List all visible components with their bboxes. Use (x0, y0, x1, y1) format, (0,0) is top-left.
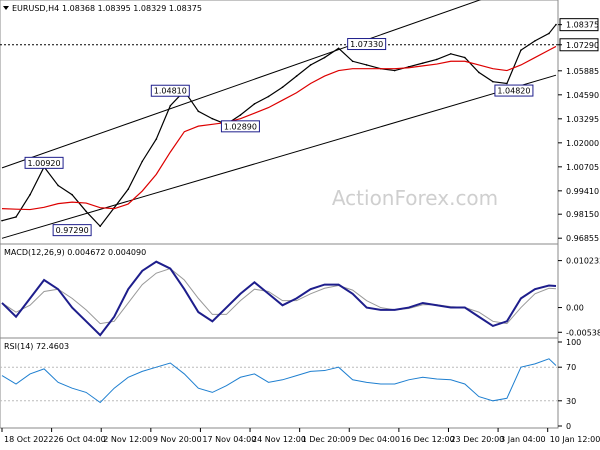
level-box (494, 84, 534, 97)
price-point (309, 64, 312, 66)
rsi-tick-label: 100 (566, 338, 581, 347)
price-point (15, 216, 17, 218)
price-point (239, 114, 242, 116)
level-box (347, 38, 387, 51)
ma-line (1, 45, 557, 211)
price-point (450, 53, 452, 55)
level-box (52, 224, 92, 237)
price-point (295, 75, 298, 77)
price-point (155, 138, 158, 140)
price-point (1, 219, 3, 222)
price-point (478, 71, 480, 74)
price-tick-label: 1.05885 (566, 67, 599, 76)
price-point (492, 80, 494, 83)
rsi-axis: 100 70 30 0 (558, 338, 581, 431)
macd-tick-label: 0.010232 (566, 257, 600, 266)
price-point (57, 184, 59, 187)
macd-series (1, 260, 557, 337)
price-tick-label: 1.08375 (566, 21, 599, 30)
price-point (127, 188, 130, 190)
rsi-series (0, 358, 558, 404)
price-point (71, 193, 73, 196)
price-point (323, 56, 326, 59)
watermark: ActionForex.com (332, 186, 498, 210)
price-point (211, 117, 214, 120)
time-tick-label: 10 Jan 12:00 (550, 435, 600, 444)
price-tick-label: 1.00705 (566, 163, 599, 172)
time-tick-label: 1 Dec 20:00 (302, 435, 351, 444)
rsi-tick-label: 70 (566, 363, 576, 372)
level-label: 1.04810 (154, 87, 187, 96)
price-point (555, 23, 557, 26)
time-tick-label: 26 Oct 04:00 (54, 435, 106, 444)
level-label: 1.02890 (224, 122, 257, 131)
collapse-triangle-icon[interactable] (3, 6, 9, 10)
price-tick-label: 1.03295 (566, 115, 599, 124)
macd-panel (0, 243, 559, 339)
time-tick-label: 24 Nov 12:00 (252, 435, 306, 444)
rsi-panel (0, 337, 559, 429)
channel-lower-line (1, 74, 557, 239)
price-tick-label: 1.04590 (566, 91, 599, 100)
price-point (464, 56, 466, 59)
price-point (421, 62, 424, 64)
price-point (169, 104, 172, 107)
macd-tick-label: -0.005389 (566, 328, 600, 337)
price-point (281, 86, 284, 89)
price-tick-label: 0.96855 (566, 234, 599, 243)
time-tick-label: 3 Jan 04:00 (500, 435, 546, 444)
level-box (220, 120, 260, 133)
price-point (85, 210, 87, 213)
price-point (197, 110, 200, 113)
ohlc-label: 1.08368 1.08395 1.08329 1.08375 (62, 4, 202, 13)
macd-title: MACD(12,26,9) 0.004672 0.004090 (4, 248, 146, 257)
level-box (24, 156, 64, 169)
level-box (150, 84, 190, 97)
price-point (99, 225, 101, 228)
time-tick-label: 9 Nov 20:00 (153, 435, 202, 444)
rsi-line (1, 358, 557, 404)
level-label: 1.00920 (28, 159, 61, 168)
price-point (534, 40, 536, 42)
rsi-tick-label: 0 (566, 422, 571, 431)
price-point (351, 60, 354, 63)
price-point (435, 58, 438, 61)
time-tick-label: 16 Dec 12:00 (401, 435, 455, 444)
price-point (548, 32, 550, 35)
level-label: 1.04820 (497, 87, 530, 96)
level-label: 0.97290 (56, 226, 89, 235)
macd-tick-label: 0.00 (566, 304, 584, 313)
time-tick-label: 18 Oct 2022 (4, 435, 53, 444)
price-point (393, 69, 396, 72)
price-axis: 1.08375 1.07290 1.05885 1.04590 1.03295 1.020… (558, 18, 599, 243)
price-point (141, 160, 144, 163)
moving-average-series (1, 45, 557, 211)
price-point (267, 95, 270, 98)
level-label: 1.07330 (350, 40, 383, 49)
price-point (253, 103, 256, 105)
macd-axis: 0.010232 0.00 -0.005389 (558, 257, 600, 337)
price-tick-label: 1.07290 (566, 41, 599, 50)
price-tick-label: 0.98150 (566, 210, 599, 219)
price-point (365, 64, 368, 66)
level-labels: 1.00920 0.97290 1.04810 1.02890 1.07330 1.048… (24, 38, 534, 237)
price-tick-label: 0.99410 (566, 187, 599, 196)
macd-signal-line (1, 267, 557, 325)
price-point (29, 193, 31, 196)
price-point (520, 49, 522, 51)
time-tick-label: 9 Dec 04:00 (351, 435, 400, 444)
time-tick-label: 2 Nov 12:00 (103, 435, 152, 444)
price-point (337, 47, 340, 50)
rsi-tick-label: 30 (566, 397, 576, 406)
price-point (506, 82, 508, 85)
macd-line (1, 260, 557, 337)
time-axis: 18 Oct 2022 26 Oct 04:002 Nov 12:00 9 Nov … (1, 428, 600, 444)
symbol-label: EURUSD,H4 (12, 4, 59, 13)
price-tick-label: 1.02000 (566, 139, 599, 148)
time-tick-label: 23 Dec 20:00 (450, 435, 504, 444)
time-tick-label: 17 Nov 04:00 (202, 435, 256, 444)
channel-upper-line (1, 0, 482, 169)
rsi-title: RSI(14) 72.4603 (4, 342, 69, 351)
